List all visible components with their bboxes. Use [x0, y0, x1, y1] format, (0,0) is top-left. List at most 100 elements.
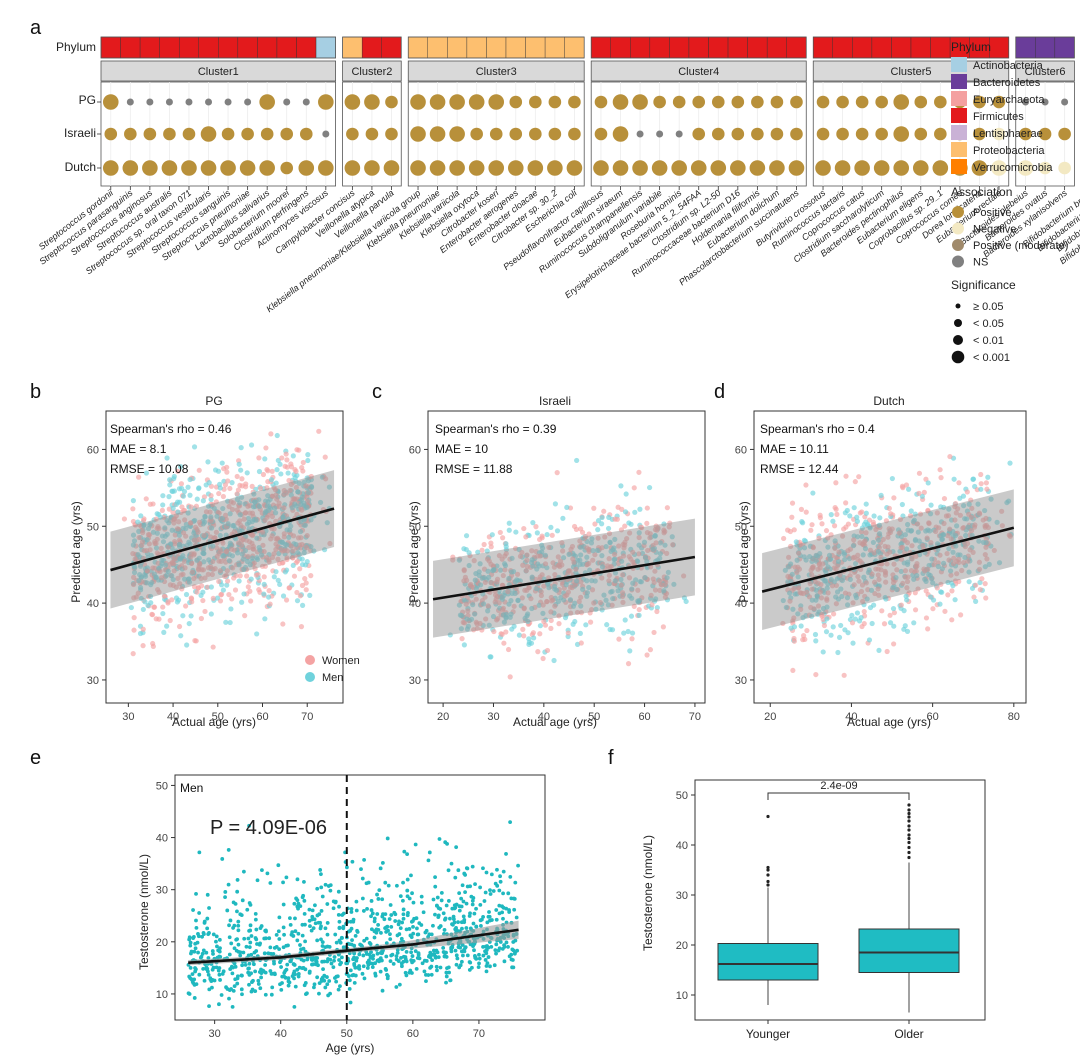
association-dot: [914, 127, 928, 141]
data-point: [500, 535, 506, 541]
panel-d-stat-mae: MAE = 10.11: [760, 442, 829, 456]
data-point: [303, 587, 309, 593]
data-point: [197, 911, 202, 915]
association-dot: [815, 160, 831, 176]
data-point: [133, 594, 139, 600]
data-point: [160, 493, 166, 499]
data-point: [941, 495, 948, 502]
data-point: [236, 923, 241, 928]
data-point: [448, 978, 453, 983]
data-point: [537, 631, 543, 637]
data-point: [889, 475, 895, 482]
data-point: [294, 598, 301, 604]
data-point: [226, 558, 232, 564]
data-point: [148, 600, 154, 606]
data-point: [316, 963, 320, 968]
data-point: [388, 959, 393, 964]
association-dot: [146, 98, 154, 106]
data-point: [256, 978, 261, 983]
association-dot: [280, 127, 294, 141]
data-point: [404, 949, 409, 954]
data-point: [229, 506, 236, 513]
data-point: [451, 914, 456, 919]
panel-c-title: Israeli: [539, 394, 571, 408]
data-point: [294, 589, 300, 596]
association-dot: [912, 160, 929, 176]
data-point: [435, 968, 439, 973]
data-point: [280, 621, 286, 627]
data-point: [803, 509, 809, 515]
legend-significance-dot: [951, 350, 965, 364]
data-point: [233, 977, 238, 982]
legend-phylum-swatch: [951, 91, 967, 106]
data-point: [188, 504, 194, 510]
panel-c-ytick-label: 40: [409, 598, 421, 610]
data-point: [458, 945, 463, 950]
data-point: [130, 532, 137, 538]
phylum-cell: [891, 36, 912, 59]
data-point: [414, 966, 419, 971]
data-point: [411, 924, 415, 929]
data-point: [234, 491, 240, 497]
data-point: [162, 525, 168, 531]
data-point: [194, 892, 198, 896]
data-point: [479, 923, 483, 928]
data-point: [629, 630, 636, 636]
data-point: [136, 534, 142, 541]
phylum-cell: [930, 36, 951, 59]
data-point: [470, 864, 475, 869]
outlier-point: [907, 836, 911, 841]
panel-f-pvalue: 2.4e-09: [820, 780, 857, 792]
data-point: [172, 541, 178, 547]
legend-phylum: Phylum Actinobacteria Bacteroidetes Euryar…: [951, 40, 1053, 174]
data-point: [233, 573, 239, 579]
data-point: [454, 962, 459, 967]
data-point: [140, 626, 146, 632]
data-point: [204, 584, 211, 590]
data-point: [197, 850, 202, 855]
association-dot: [568, 95, 581, 109]
data-point: [354, 908, 359, 913]
data-point: [470, 898, 475, 903]
data-point: [290, 548, 296, 554]
data-point: [457, 908, 462, 913]
data-point: [131, 615, 137, 621]
data-point: [221, 466, 227, 472]
association-dot: [934, 95, 947, 109]
data-point: [560, 515, 566, 521]
data-point: [288, 916, 292, 921]
data-point: [242, 547, 248, 554]
data-point: [308, 544, 314, 550]
data-point: [179, 586, 185, 592]
data-point: [265, 493, 271, 499]
data-point: [419, 894, 424, 899]
legend-significance-label: < 0.05: [973, 318, 1004, 330]
panel-c-stat-rho: Spearman's rho = 0.39: [435, 422, 557, 436]
data-point: [278, 471, 284, 477]
data-point: [186, 576, 192, 582]
data-point: [295, 877, 300, 882]
data-point: [375, 892, 379, 897]
panel-e-pvalue: P = 4.09E-06: [210, 817, 327, 839]
data-point: [207, 931, 211, 935]
data-point: [253, 911, 258, 916]
panel-f-ytick-label: 50: [676, 790, 688, 802]
data-point: [200, 498, 206, 504]
data-point: [205, 459, 211, 465]
data-point: [263, 970, 268, 975]
data-point: [473, 882, 477, 887]
data-point: [179, 504, 185, 510]
cluster-strip: [407, 60, 585, 82]
data-point: [202, 978, 207, 983]
data-point: [484, 948, 489, 952]
panel-c-ytick-label: 50: [409, 521, 421, 533]
panel-e-xtick-label: 40: [275, 1028, 287, 1040]
data-point: [340, 955, 344, 960]
data-point: [140, 643, 146, 649]
phylum-cell: [591, 36, 611, 59]
data-point: [978, 481, 984, 487]
data-point: [220, 493, 226, 500]
data-point: [321, 967, 325, 972]
association-dot: [259, 94, 275, 110]
data-point: [361, 964, 366, 969]
